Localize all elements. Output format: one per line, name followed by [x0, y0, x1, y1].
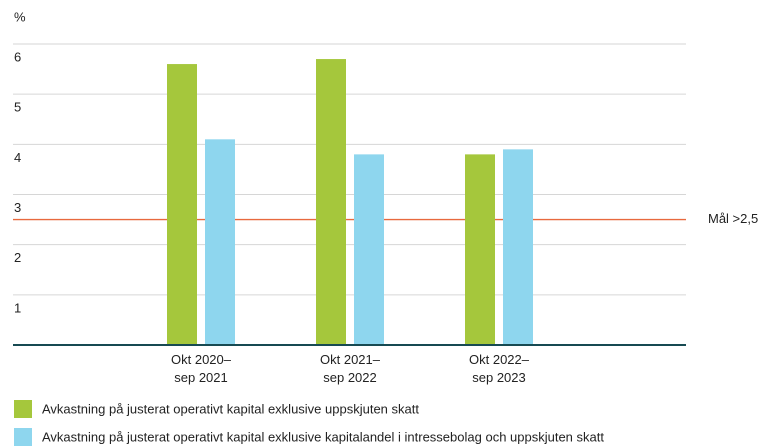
- legend-label: Avkastning på justerat operativt kapital…: [42, 401, 419, 416]
- y-axis-label: %: [14, 9, 26, 24]
- y-tick-label: 1: [14, 300, 21, 315]
- bar: [316, 59, 346, 346]
- legend-marker: [14, 400, 32, 418]
- y-tick-label: 2: [14, 250, 21, 265]
- bar: [354, 154, 384, 345]
- target-label: Mål >2,5: [708, 211, 758, 226]
- y-tick-label: 3: [14, 200, 21, 215]
- y-tick-label: 5: [14, 100, 21, 115]
- bar: [503, 149, 533, 345]
- legend-marker: [14, 428, 32, 446]
- x-tick-label: Okt 2020– sep 2021: [171, 352, 231, 385]
- bar: [167, 64, 197, 346]
- legend-label: Avkastning på justerat operativt kapital…: [42, 429, 604, 444]
- x-tick-label: Okt 2021– sep 2022: [320, 352, 380, 385]
- bar: [465, 154, 495, 345]
- y-tick-label: 4: [14, 150, 21, 165]
- x-tick-label: Okt 2022– sep 2023: [469, 352, 529, 385]
- bar: [205, 139, 235, 345]
- y-tick-label: 6: [14, 49, 21, 64]
